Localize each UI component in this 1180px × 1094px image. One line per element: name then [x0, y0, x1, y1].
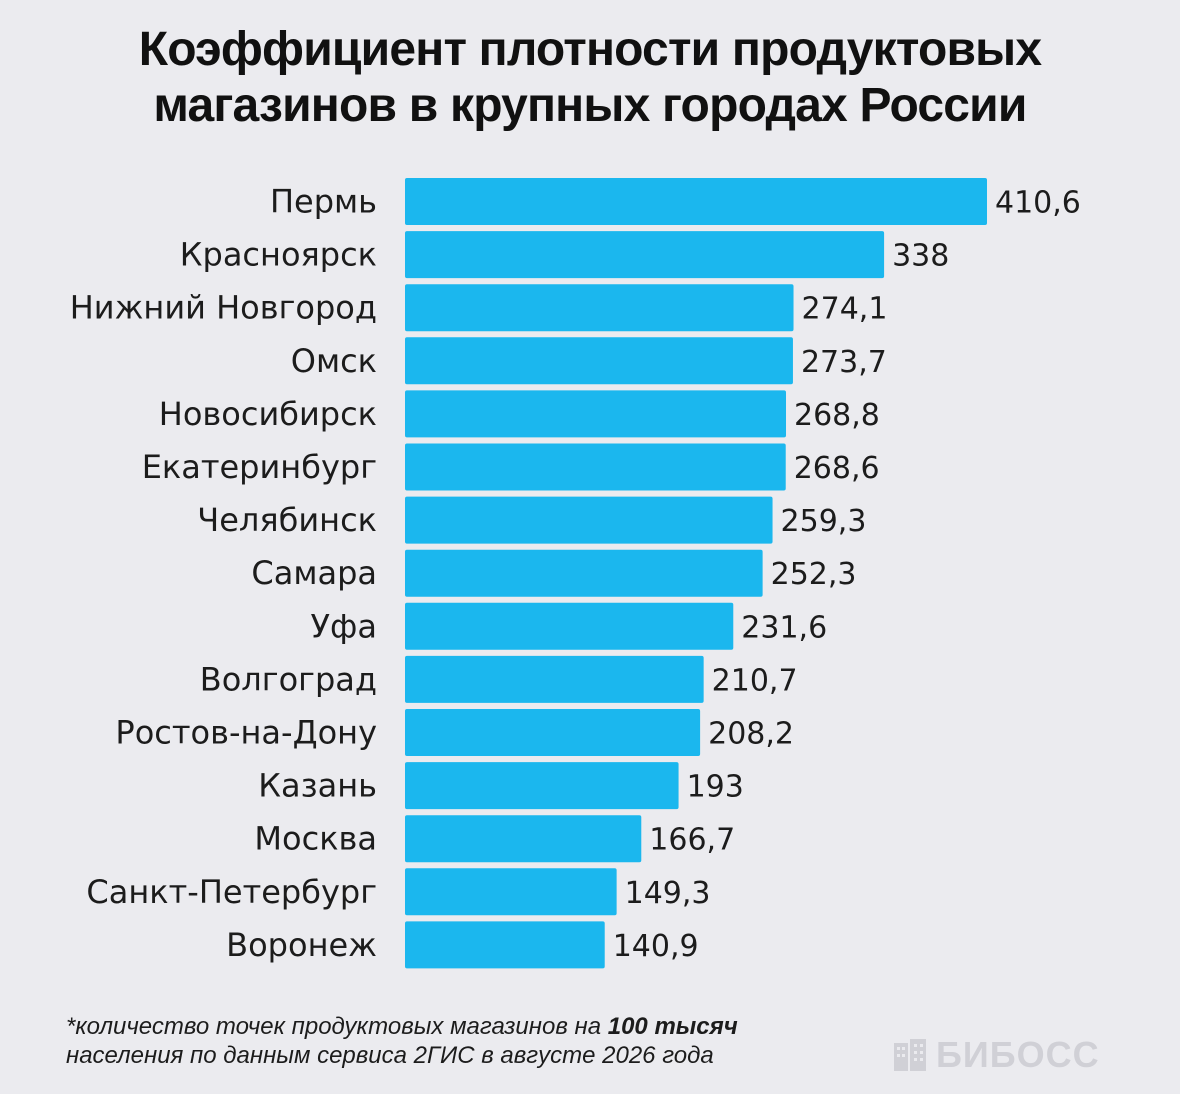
value-label-2: 274,1 — [802, 292, 888, 327]
bar-1 — [405, 231, 885, 279]
category-label-0: Пермь — [270, 183, 377, 221]
value-label-11: 193 — [687, 770, 744, 805]
bar-13 — [405, 868, 617, 916]
building-icon — [894, 1039, 926, 1071]
category-label-1: Красноярск — [180, 236, 377, 274]
value-label-1: 338 — [892, 239, 949, 274]
value-label-5: 268,6 — [794, 451, 880, 486]
chart-title-line-1: Коэффициент плотности продуктовых — [138, 23, 1042, 76]
bar-chart: Пермь 410,6 Красноярск 338 Нижний Новгород 27… — [70, 178, 1081, 969]
value-label-12: 166,7 — [649, 823, 735, 858]
value-label-8: 231,6 — [741, 610, 827, 645]
value-label-4: 268,8 — [794, 398, 880, 433]
category-label-5: Екатеринбург — [142, 448, 377, 486]
category-label-6: Челябинск — [197, 501, 377, 539]
bar-6 — [405, 496, 773, 544]
bar-0 — [405, 178, 987, 225]
footnote-line-1-bold: 100 тысяч — [607, 1013, 738, 1040]
value-label-9: 210,7 — [712, 663, 798, 698]
category-label-14: Воронеж — [226, 926, 377, 964]
bar-2 — [405, 284, 794, 332]
category-label-12: Москва — [254, 820, 377, 858]
brand-logo-text: БИБОСС — [936, 1034, 1100, 1075]
bar-3 — [405, 337, 793, 385]
bar-9 — [405, 655, 704, 703]
bar-8 — [405, 602, 734, 650]
category-label-10: Ростов-на-Дону — [115, 714, 377, 752]
chart-title: Коэффициент плотности продуктовых магази… — [0, 22, 1180, 134]
category-label-2: Нижний Новгород — [70, 289, 377, 327]
value-label-7: 252,3 — [771, 557, 857, 592]
category-label-11: Казань — [258, 767, 377, 805]
value-label-3: 273,7 — [801, 345, 887, 380]
value-label-6: 259,3 — [781, 504, 867, 539]
bar-7 — [405, 549, 763, 597]
category-label-3: Омск — [291, 342, 377, 380]
bar-10 — [405, 709, 701, 756]
bar-14 — [405, 921, 605, 969]
value-label-10: 208,2 — [708, 717, 794, 752]
footnote-line-1: *количество точек продуктовых магазинов … — [66, 1012, 738, 1041]
bar-12 — [405, 815, 642, 863]
value-label-14: 140,9 — [613, 929, 699, 964]
category-label-8: Уфа — [311, 607, 377, 645]
value-label-0: 410,6 — [995, 186, 1081, 221]
footnote-line-1-text: *количество точек продуктовых магазинов … — [66, 1013, 608, 1040]
brand-logo: БИБОСС — [892, 1034, 1100, 1076]
footnote: *количество точек продуктовых магазинов … — [66, 1012, 738, 1070]
category-label-7: Самара — [251, 554, 377, 592]
bar-4 — [405, 390, 787, 438]
chart-title-line-2: магазинов в крупных городах России — [153, 79, 1027, 132]
category-label-9: Волгоград — [200, 660, 377, 698]
value-label-13: 149,3 — [625, 876, 711, 911]
footnote-line-2: населения по данным сервиса 2ГИС в авгус… — [66, 1042, 714, 1069]
bar-5 — [405, 443, 786, 491]
bar-11 — [405, 762, 679, 810]
category-label-4: Новосибирск — [159, 395, 377, 433]
category-label-13: Санкт-Петербург — [86, 873, 377, 911]
